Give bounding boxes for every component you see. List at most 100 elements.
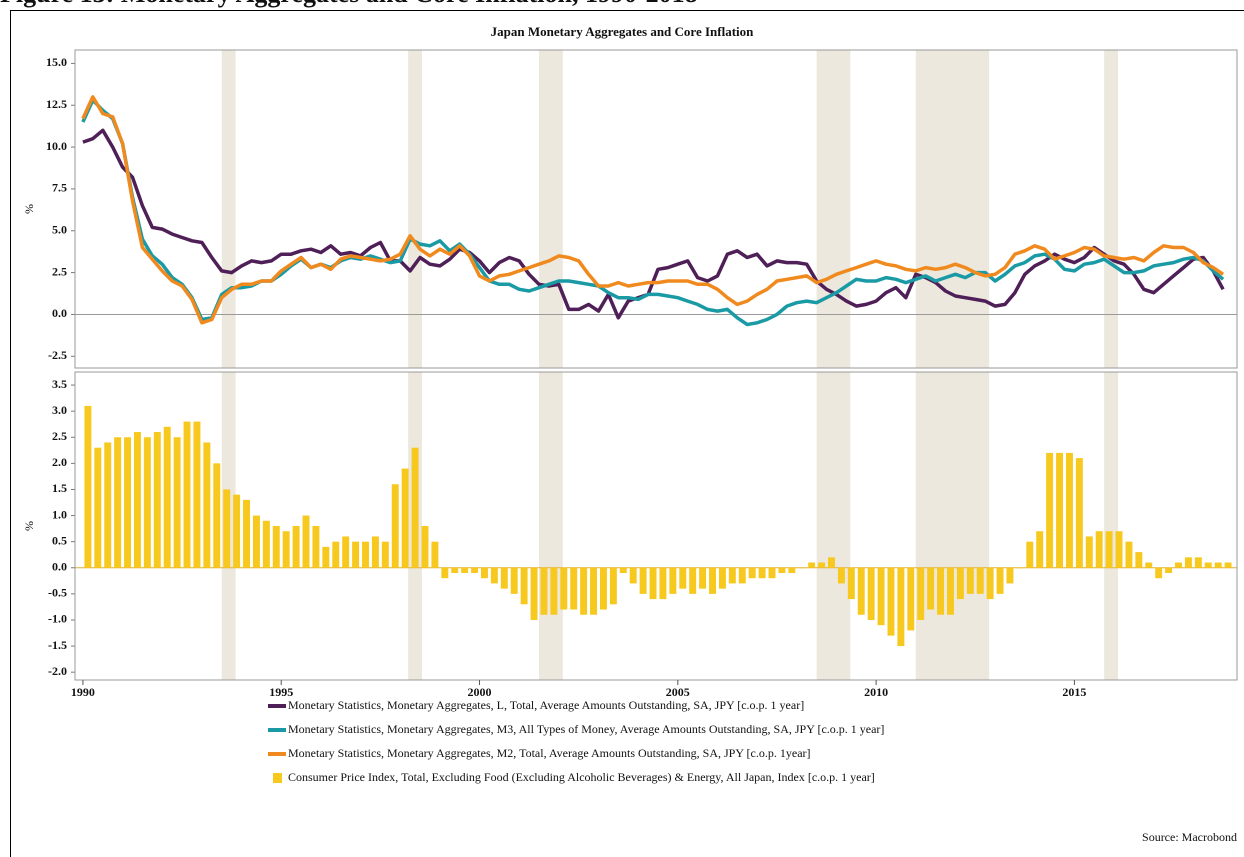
- bar: [272, 526, 280, 568]
- bar: [481, 567, 488, 579]
- y-axis-label: %: [22, 204, 36, 214]
- bar: [897, 567, 905, 647]
- chart-title: Japan Monetary Aggregates and Core Infla…: [491, 24, 755, 39]
- bar: [946, 567, 954, 615]
- y-tick-label: -2.5: [48, 348, 67, 362]
- bar: [411, 447, 419, 568]
- bar: [233, 494, 241, 568]
- bar: [669, 567, 677, 594]
- bar: [609, 567, 617, 605]
- bar: [381, 541, 389, 568]
- bar: [1095, 531, 1103, 568]
- legend-label: Monetary Statistics, Monetary Aggregates…: [288, 698, 804, 712]
- shaded-period: [539, 372, 563, 680]
- bar: [580, 567, 588, 615]
- legend-label: Monetary Statistics, Monetary Aggregates…: [288, 746, 811, 760]
- bar: [1026, 541, 1034, 568]
- bar: [1105, 531, 1113, 568]
- bar: [808, 562, 816, 568]
- shaded-period: [408, 50, 423, 368]
- bar: [391, 484, 399, 568]
- source: Source: Macrobond: [1142, 830, 1237, 844]
- y-tick-label: 0.0: [52, 306, 67, 320]
- bar: [966, 567, 974, 594]
- bar: [520, 567, 528, 605]
- bar: [837, 567, 845, 584]
- bar: [728, 567, 736, 584]
- x-tick-label: 1990: [71, 685, 95, 699]
- bar: [798, 567, 806, 569]
- bar: [709, 567, 716, 594]
- bar: [1075, 458, 1083, 568]
- bar: [738, 567, 746, 584]
- bar: [1056, 452, 1063, 568]
- bar: [243, 499, 250, 568]
- bar: [143, 437, 151, 568]
- frame: [10, 10, 1244, 857]
- bar: [451, 567, 459, 573]
- bar: [500, 567, 508, 589]
- bar: [1204, 562, 1212, 568]
- shaded-period: [816, 50, 851, 368]
- bar: [748, 567, 756, 579]
- bar: [1214, 562, 1222, 568]
- bar: [560, 567, 568, 610]
- plot-border: [74, 371, 1238, 681]
- shaded-period: [1104, 50, 1119, 368]
- bar: [302, 515, 310, 568]
- bar: [847, 567, 855, 600]
- bar: [94, 447, 102, 568]
- bar: [133, 432, 141, 568]
- bar: [431, 541, 439, 568]
- bar: [342, 536, 350, 568]
- bar: [173, 437, 181, 568]
- bar: [590, 567, 598, 615]
- shaded-period: [915, 50, 990, 368]
- y-tick-label: 0.5: [52, 533, 67, 547]
- bar: [262, 520, 270, 568]
- bar: [1036, 531, 1044, 568]
- bar: [1224, 562, 1232, 568]
- y-tick-label: 1.0: [52, 507, 67, 521]
- bar: [629, 567, 637, 584]
- bar: [1115, 531, 1123, 568]
- bar: [828, 557, 835, 568]
- shaded-period: [816, 372, 851, 680]
- bar: [927, 567, 935, 610]
- y-tick-label: -1.5: [48, 638, 67, 652]
- shaded-period: [221, 50, 236, 368]
- x-tick-label: 2005: [666, 685, 690, 699]
- y-tick-label: 7.5: [52, 181, 67, 195]
- bar: [818, 562, 826, 568]
- bar: [401, 468, 409, 568]
- bar: [421, 526, 429, 568]
- bar: [1165, 567, 1173, 573]
- bar: [203, 442, 211, 568]
- bar: [986, 567, 994, 600]
- bar: [699, 567, 707, 589]
- y-tick-label: 5.0: [52, 223, 67, 237]
- bar: [441, 567, 449, 579]
- bar: [907, 567, 915, 631]
- shaded-period: [539, 50, 563, 368]
- bar: [1184, 557, 1192, 568]
- bar: [867, 567, 875, 620]
- bar: [332, 541, 340, 568]
- bar: [857, 567, 865, 615]
- bar: [1155, 567, 1163, 579]
- bar: [362, 541, 369, 568]
- bar: [689, 567, 697, 594]
- bar: [322, 546, 330, 568]
- bar: [510, 567, 518, 594]
- bar: [659, 567, 667, 600]
- x-tick-label: 2000: [468, 685, 492, 699]
- y-tick-label: 3.5: [52, 377, 67, 391]
- bar: [937, 567, 945, 615]
- bar: [1065, 452, 1073, 568]
- y-tick-label: 3.0: [52, 403, 67, 417]
- bar: [1194, 557, 1202, 568]
- bar: [570, 567, 578, 610]
- bar: [371, 536, 379, 568]
- bar: [768, 567, 776, 579]
